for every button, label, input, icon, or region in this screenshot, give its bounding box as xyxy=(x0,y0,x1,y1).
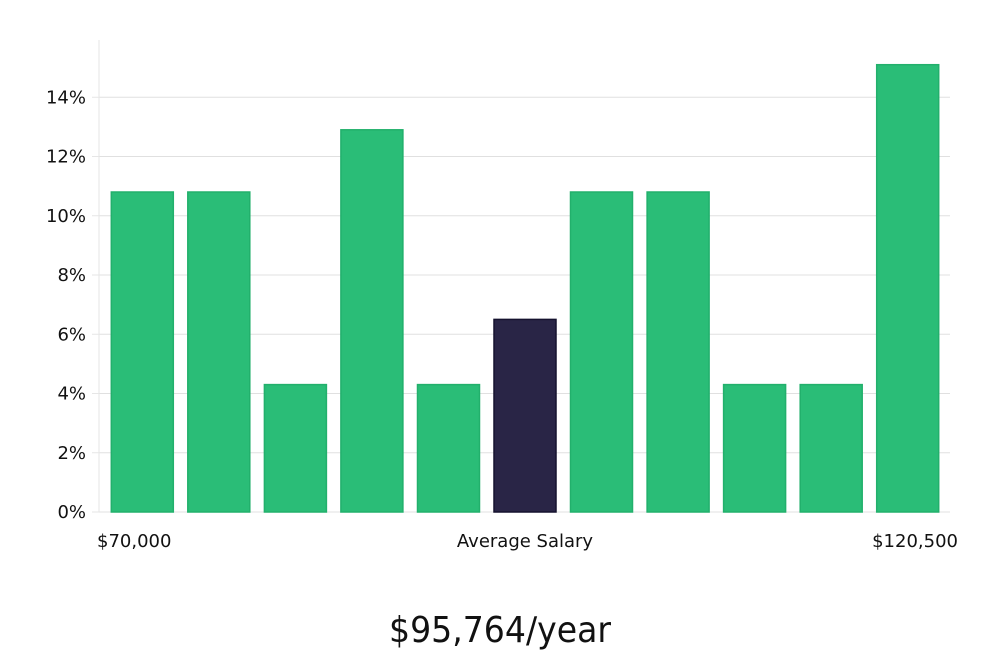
y-tick-label: 0% xyxy=(57,502,86,523)
bar-highlighted xyxy=(493,318,557,513)
y-tick-label: 12% xyxy=(46,147,86,168)
bar xyxy=(340,129,404,513)
y-tick-label: 8% xyxy=(57,265,86,286)
bar xyxy=(646,191,710,513)
y-tick-label: 10% xyxy=(46,206,86,227)
y-tick-label: 4% xyxy=(57,384,86,405)
bars xyxy=(110,63,940,513)
bar xyxy=(875,63,940,513)
salary-distribution-chart: 0% 2% 4% 6% 8% 10% 12% 14% $70,000 Average Sala… xyxy=(46,40,958,552)
x-label-max: $120,500 xyxy=(872,531,958,552)
x-label-min: $70,000 xyxy=(97,531,171,552)
y-tick-labels: 0% 2% 4% 6% 8% 10% 12% 14% xyxy=(46,87,86,523)
y-tick-label: 2% xyxy=(57,443,86,464)
average-salary-value: $95,764/year xyxy=(388,610,612,651)
y-tick-label: 6% xyxy=(57,324,86,345)
bar xyxy=(187,191,251,513)
bar xyxy=(799,383,863,513)
bar xyxy=(263,383,328,513)
x-label-center: Average Salary xyxy=(457,531,594,552)
bar xyxy=(722,383,787,513)
bar xyxy=(110,191,175,513)
y-tick-label: 14% xyxy=(46,87,86,108)
bar xyxy=(569,191,634,513)
bar xyxy=(416,383,481,513)
